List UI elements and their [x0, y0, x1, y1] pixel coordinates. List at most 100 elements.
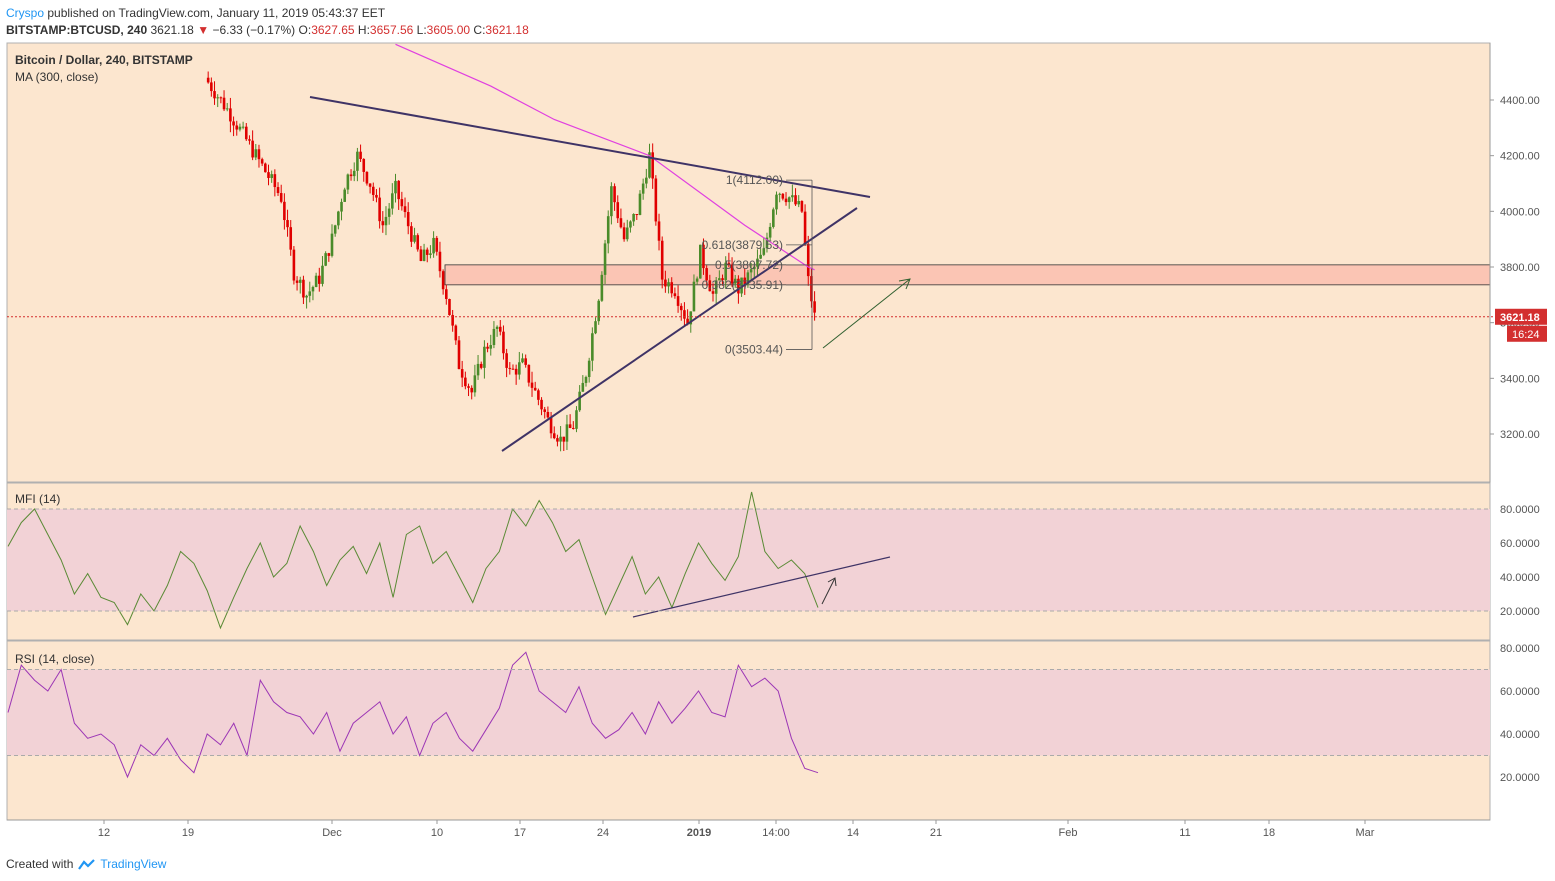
candle-body [810, 276, 813, 302]
candle-body [686, 318, 689, 325]
candle-body [521, 358, 524, 363]
candle-body [594, 321, 597, 334]
publish-info: Cryspo published on TradingView.com, Jan… [6, 6, 385, 20]
candle-body [476, 363, 480, 376]
candle-body [375, 194, 378, 198]
candle-body [581, 382, 585, 392]
candle-body [692, 281, 696, 312]
tradingview-logo[interactable]: TradingView [77, 857, 166, 871]
ohlc-legend: BITSTAMP:BTCUSD, 240 3621.18 ▼ −6.33 (−0… [6, 23, 529, 37]
time-tick-label: Dec [322, 827, 342, 839]
candle-body [784, 198, 788, 203]
candle-body [419, 249, 423, 261]
candle-body [645, 177, 648, 184]
candle-body [721, 278, 724, 281]
rsi-axis[interactable]: 80.0000 60.0000 40.0000 20.0000 [1500, 643, 1540, 784]
candle-body [597, 300, 600, 322]
lower-trendline[interactable] [501, 207, 858, 452]
candle-body [638, 193, 642, 215]
price-pane[interactable]: 1(4112.00) 0.618(3879.53) 0.5(3807.72) 0.38… [6, 42, 1547, 820]
candle-body [244, 126, 248, 140]
rsi-tick-label: 80.0000 [1500, 643, 1540, 655]
candle-body [702, 244, 705, 269]
candle-body [210, 82, 213, 92]
candle-body [587, 360, 591, 378]
candle-body [794, 195, 797, 205]
low-value: 3605.00 [426, 23, 471, 37]
mfi-arrow[interactable] [821, 577, 836, 605]
candle-body [337, 211, 340, 226]
upper-trendline[interactable] [309, 96, 871, 198]
mfi-axis[interactable]: 80.0000 60.0000 40.0000 20.0000 [1500, 504, 1540, 618]
candle-body [518, 362, 521, 375]
arrow-head-icon [898, 278, 911, 290]
mfi-trendline[interactable] [632, 556, 891, 618]
candle-body [448, 298, 451, 316]
price-tick-label: 4400.00 [1500, 95, 1540, 107]
candle-body [387, 208, 391, 217]
time-axis[interactable]: 12 19 Dec 10 17 24 2019 14:00 14 21 Feb 11 18 Mar [7, 819, 1490, 839]
candle-body [543, 409, 547, 412]
brand-name: TradingView [100, 857, 167, 871]
candle-body [606, 216, 610, 244]
candle-body [302, 279, 305, 298]
mfi-tick-label: 40.0000 [1500, 572, 1540, 584]
candle-body [806, 243, 810, 277]
candle-body [733, 278, 737, 284]
fib-level-label: 0.5(3807.72) [715, 258, 783, 272]
candle-body [305, 295, 308, 298]
candle-body [527, 364, 531, 383]
candlestick-series [206, 71, 816, 452]
candle-body [381, 221, 385, 226]
candle-body [730, 264, 734, 284]
candle-body [737, 278, 740, 294]
rsi-pane[interactable]: RSI (14, close) 80.0000 60.0000 40.0000 20.… [6, 640, 1540, 821]
mfi-pane[interactable]: MFI (14) 80.0000 60.0000 40.0000 20.0000 [6, 482, 1540, 641]
fib-level-label: 0.382(3735.91) [702, 278, 783, 292]
candle-body [533, 387, 537, 391]
author-link[interactable]: Cryspo [6, 6, 45, 20]
candle-body [486, 346, 489, 349]
candle-body [273, 174, 277, 188]
candle-body [641, 183, 645, 194]
open-value: 3627.65 [311, 23, 355, 37]
candle-body [613, 186, 616, 203]
price-tick-label: 4200.00 [1500, 151, 1540, 163]
candle-body [206, 77, 210, 83]
price-axis[interactable]: 4400.004200.004000.003800.003600.003400.… [1489, 43, 1540, 820]
candle-body [635, 213, 639, 215]
projection-arrow[interactable] [822, 278, 911, 349]
high-value: 3657.56 [369, 23, 414, 37]
candle-body [216, 97, 219, 99]
mfi-legend: MFI (14) [15, 492, 60, 506]
candle-body [270, 174, 273, 179]
candle-body [429, 253, 432, 255]
fibonacci-retracement[interactable]: 1(4112.00) 0.618(3879.53) 0.5(3807.72) 0.38… [702, 173, 813, 357]
candle-body [340, 201, 343, 212]
candle-body [619, 218, 623, 228]
candle-body [232, 121, 235, 126]
candle-body [724, 262, 727, 281]
mfi-tick-label: 80.0000 [1500, 504, 1540, 516]
candle-body [432, 237, 435, 254]
candle-body [356, 151, 359, 171]
candle-body [568, 424, 572, 428]
candle-body [416, 235, 420, 250]
time-tick-label: 12 [98, 827, 110, 839]
price-pane-background [6, 42, 1491, 483]
candle-body [800, 201, 804, 212]
candle-body [676, 296, 680, 306]
candle-body [346, 174, 350, 190]
candle-body [572, 427, 575, 429]
candle-body [565, 424, 569, 442]
fib-level-label: 0.618(3879.53) [702, 238, 783, 252]
rsi-legend: RSI (14, close) [15, 652, 94, 666]
candle-body [222, 97, 226, 110]
candle-body [616, 202, 620, 219]
candle-body [679, 305, 683, 311]
candle-body [235, 125, 239, 130]
candle-body [451, 315, 454, 326]
candle-body [705, 268, 708, 281]
candle-body [308, 291, 312, 296]
